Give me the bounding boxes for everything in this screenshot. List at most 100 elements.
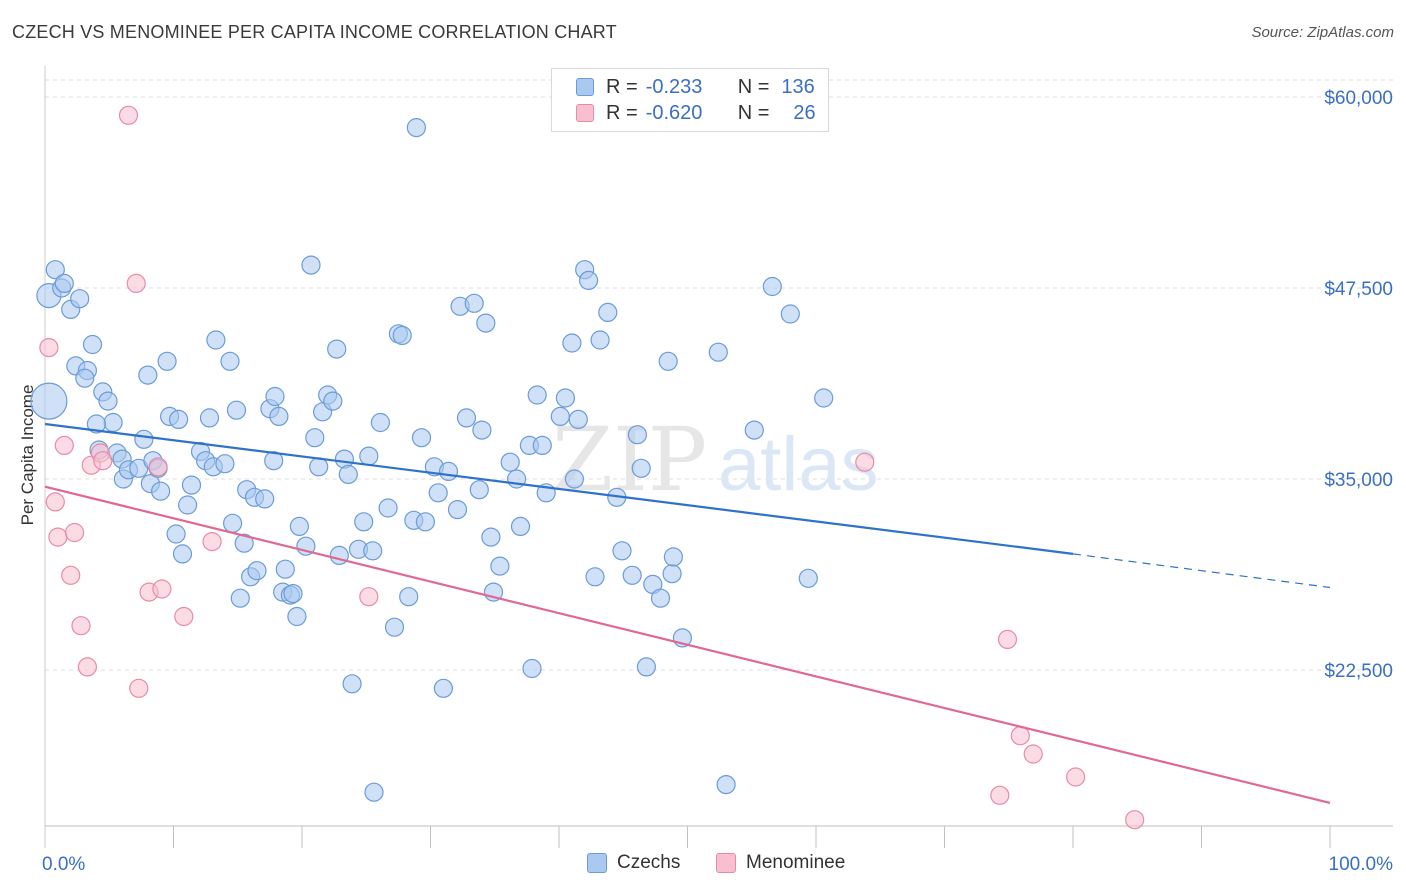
czech-point <box>363 541 383 561</box>
czech-point <box>45 260 65 280</box>
czech-point <box>206 330 226 350</box>
czech-point <box>82 334 103 355</box>
legend-n-value-czech: 136 <box>781 75 815 98</box>
czech-point <box>30 382 68 420</box>
czech-point <box>234 533 254 553</box>
czech-point <box>522 658 542 679</box>
axes <box>44 66 1393 848</box>
menominee-point <box>93 451 113 471</box>
y-axis-label: Per Capita Income <box>18 385 37 526</box>
watermark-atlas: atlas <box>718 422 879 507</box>
czech-point <box>287 606 307 627</box>
czech-point <box>215 454 235 474</box>
czech-point <box>301 255 321 275</box>
chart-title: CZECH VS MENOMINEE PER CAPITA INCOME COR… <box>12 22 617 42</box>
czech-point <box>54 273 74 293</box>
czech-point <box>223 513 243 533</box>
menominee-point <box>148 457 168 477</box>
czech-point <box>166 524 186 544</box>
czech-point <box>157 351 177 371</box>
czech-point <box>564 469 585 489</box>
menominee-point <box>202 531 222 552</box>
czech-point <box>230 588 250 608</box>
menominee-point <box>174 606 194 627</box>
czech-point <box>226 400 247 420</box>
x-tick-labels: 0.0% 100.0% <box>42 854 1393 875</box>
czech-point <box>814 388 834 408</box>
czech-point <box>172 544 193 564</box>
menominee-trend-line <box>44 485 1331 805</box>
czech-point <box>338 464 358 484</box>
czech-points <box>30 117 834 802</box>
czech-point <box>181 475 202 495</box>
czech-point <box>354 512 374 532</box>
legend-row-czech: R = -0.233 N = 136 <box>576 74 815 100</box>
czech-point <box>622 565 642 585</box>
watermark: ZIP atlas <box>552 408 879 511</box>
x-tick-label-max: 100.0% <box>1329 854 1394 875</box>
czech-point <box>199 408 220 428</box>
menominee-point <box>129 678 149 698</box>
bottom-legend-swatch-czech <box>587 853 607 873</box>
y-tick-label: $47,500 <box>1324 279 1393 300</box>
czech-point <box>663 547 684 567</box>
czech-point <box>247 561 267 581</box>
legend-r-value-menominee: -0.620 <box>645 101 703 124</box>
czech-point <box>612 541 632 561</box>
czech-point <box>269 406 289 426</box>
czech-point <box>447 500 468 520</box>
czech-point <box>562 333 582 353</box>
czech-point <box>510 516 531 537</box>
czech-point <box>323 391 343 411</box>
y-tick-label: $60,000 <box>1324 88 1393 109</box>
menominee-point <box>990 785 1010 805</box>
legend-n-label-menominee: N = <box>737 101 770 124</box>
czech-point <box>384 617 405 637</box>
menominee-point <box>1010 726 1030 746</box>
x-tick-label-min: 0.0% <box>42 854 85 875</box>
czech-point <box>744 420 764 440</box>
menominee-point <box>61 565 81 585</box>
trend-lines <box>44 422 1331 805</box>
czech-point <box>103 412 123 433</box>
czech-point <box>627 425 648 445</box>
czech-point <box>433 678 453 698</box>
czech-point <box>75 368 95 388</box>
czech-point <box>70 289 90 309</box>
source-label: Source: ZipAtlas.com <box>1251 24 1394 41</box>
czech-point <box>134 429 154 449</box>
czech-point <box>327 339 347 359</box>
czech-point <box>798 568 818 588</box>
czech-point <box>762 276 782 297</box>
czech-point <box>476 313 496 333</box>
legend-r-label-menominee: R = <box>606 101 638 124</box>
czech-point <box>658 351 678 371</box>
czech-point <box>472 420 492 440</box>
czech-point <box>662 564 682 584</box>
czech-point <box>283 583 303 604</box>
czech-point <box>464 293 484 313</box>
czech-point <box>532 435 552 455</box>
menominee-point <box>855 452 875 472</box>
menominee-point <box>1125 810 1145 830</box>
czech-point <box>98 391 118 411</box>
bottom-legend-label-menominee: Menominee <box>746 852 846 873</box>
czech-point <box>264 451 284 471</box>
czech-point <box>631 458 651 478</box>
czech-point <box>378 498 398 518</box>
legend-swatch-czech <box>576 78 594 96</box>
bottom-legend-label-czech: Czechs <box>617 852 681 873</box>
czech-point <box>550 406 570 426</box>
czech-trend-extension <box>1072 553 1331 589</box>
czech-point <box>456 408 477 428</box>
czech-point <box>469 480 489 500</box>
czech-point <box>636 657 657 677</box>
czech-point <box>708 342 728 362</box>
czech-point <box>151 481 171 501</box>
menominee-point <box>126 273 146 293</box>
czech-point <box>481 527 501 547</box>
czech-point <box>392 325 412 345</box>
czech-point <box>255 489 275 509</box>
czech-point <box>555 388 576 408</box>
